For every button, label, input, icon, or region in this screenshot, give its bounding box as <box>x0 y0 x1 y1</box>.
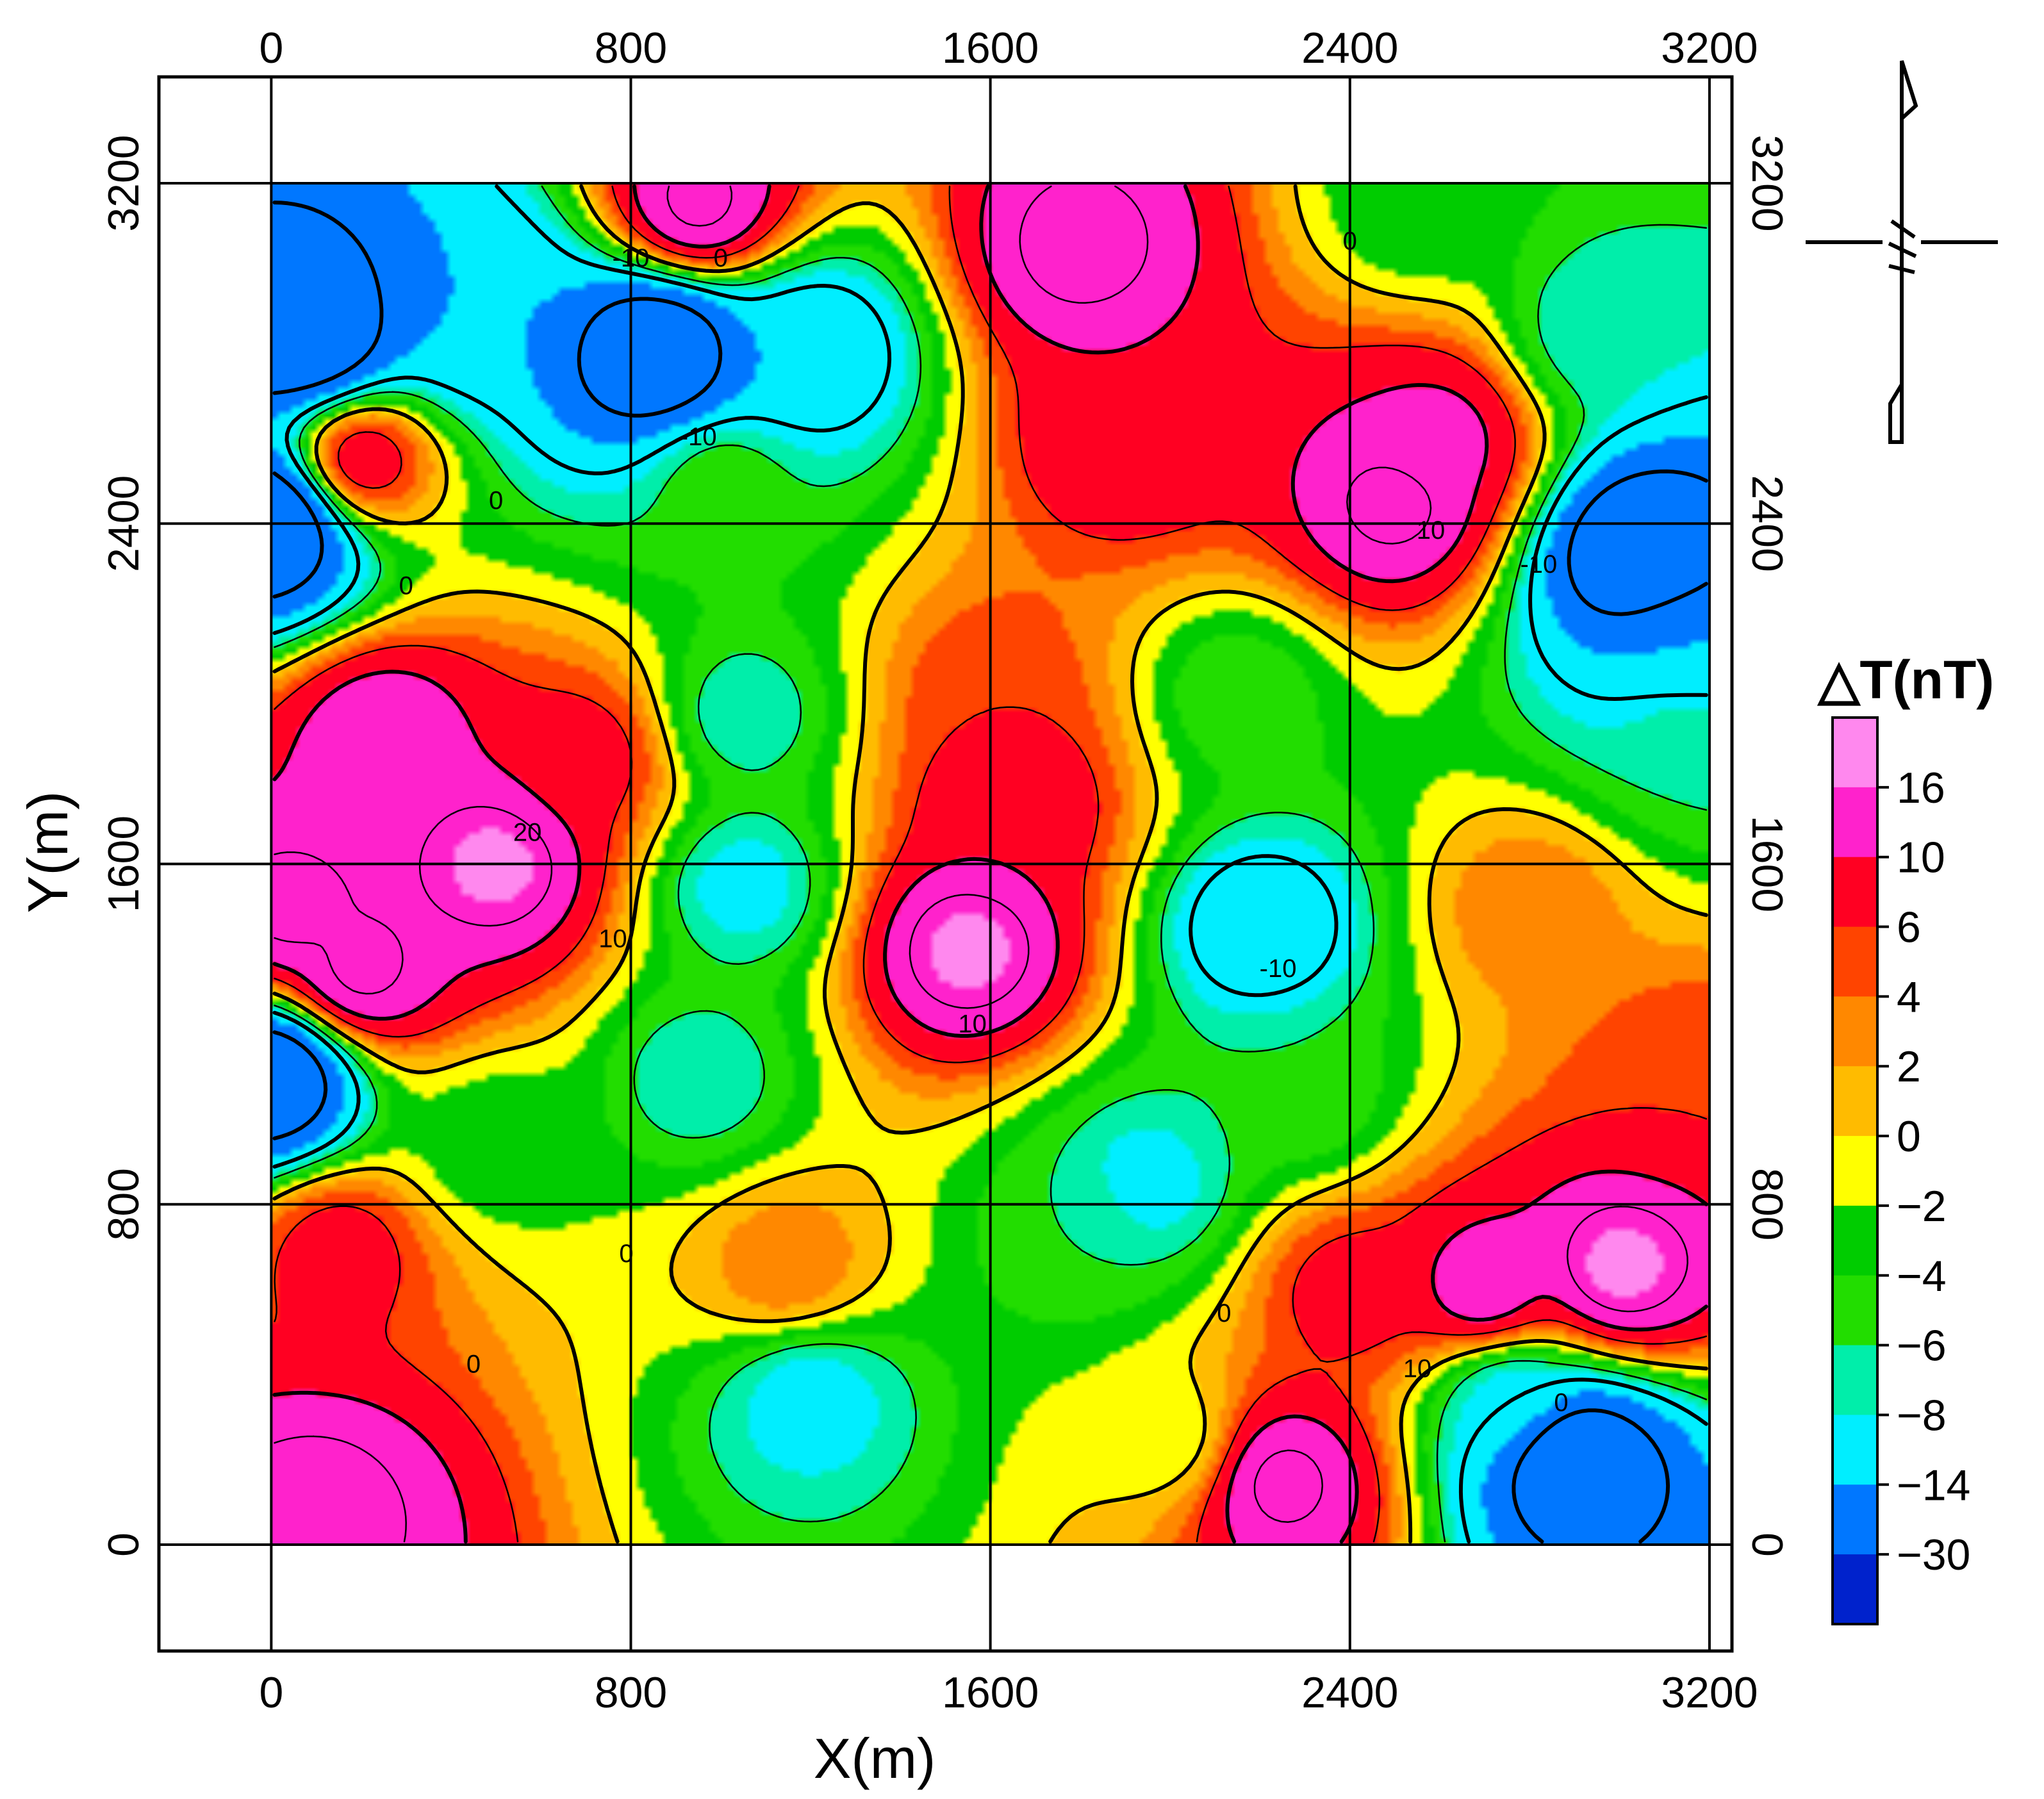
legend-swatch <box>1833 1066 1877 1137</box>
contour-label: -10 <box>613 244 650 272</box>
legend-label: 0 <box>1897 1112 1921 1161</box>
legend-label: 4 <box>1897 973 1921 1021</box>
y-tick-label-right: 0 <box>1743 1532 1792 1557</box>
contour-line <box>272 184 1708 1544</box>
y-tick-label-left: 800 <box>99 1168 148 1240</box>
plot-frame <box>157 75 1734 1653</box>
legend-swatch <box>1833 1275 1877 1346</box>
contour-line <box>274 185 1708 1543</box>
x-tick-label-top: 3200 <box>1661 24 1758 72</box>
x-tick-label-bottom: 2400 <box>1301 1668 1398 1717</box>
contour-labels: -10 -10 0 0 0 0 10 -10 20 10 10 -10 0 0 0 10 0 <box>399 227 1569 1417</box>
contour-label: 0 <box>619 1240 633 1268</box>
x-tick-label-bottom: 1600 <box>942 1668 1039 1717</box>
y-tick-label-left: 3200 <box>99 135 148 231</box>
contour-label: 10 <box>1417 516 1446 545</box>
contour-label: 0 <box>1554 1388 1568 1417</box>
legend-label: −30 <box>1897 1531 1970 1579</box>
x-tick-label-top: 800 <box>595 24 667 72</box>
grid-lines <box>159 77 1732 1651</box>
north-arrow-icon <box>1806 60 1998 444</box>
contour-label: 10 <box>958 1010 987 1038</box>
legend-labels: 16 10 6 4 2 0 −2 −4 −6 −8 −14 −30 <box>1877 764 1970 1579</box>
y-tick-label-left: 0 <box>99 1532 148 1557</box>
contour-label: 0 <box>714 244 728 272</box>
legend-label: −8 <box>1897 1391 1947 1440</box>
contour-line <box>272 184 1708 1544</box>
legend-title: △T(nT) <box>1817 650 1994 710</box>
x-tick-label-bottom: 3200 <box>1661 1668 1758 1717</box>
legend-label: −2 <box>1897 1182 1947 1231</box>
color-legend: △T(nT) 16 10 6 4 2 0 −2 −4 −6 −8 −14 −30 <box>1817 650 1994 1625</box>
legend-label: −14 <box>1897 1461 1970 1509</box>
legend-swatch <box>1833 926 1877 997</box>
contour-label: 0 <box>1343 227 1357 256</box>
contour-label: -10 <box>1260 955 1297 983</box>
legend-swatch <box>1833 718 1877 788</box>
contour-label: 0 <box>1217 1299 1231 1327</box>
legend-label: 6 <box>1897 903 1921 952</box>
y-tick-label-right: 2400 <box>1743 475 1792 572</box>
x-tick-label-bottom: 0 <box>259 1668 283 1717</box>
legend-swatch <box>1833 1554 1877 1625</box>
legend-swatch <box>1833 1136 1877 1206</box>
x-tick-label-bottom: 800 <box>595 1668 667 1717</box>
x-tick-label-top: 1600 <box>942 24 1039 72</box>
contour-lines <box>272 184 1708 1544</box>
legend-swatch <box>1833 787 1877 858</box>
contour-label: -10 <box>680 423 717 451</box>
legend-swatch <box>1833 1205 1877 1276</box>
axis-ticks: 0 0 800 800 1600 1600 2400 2400 3200 3200 0 0 800 800… <box>99 24 1792 1717</box>
contour-label: 0 <box>466 1351 481 1379</box>
x-axis-title: X(m) <box>814 1727 936 1790</box>
legend-label: 16 <box>1897 764 1945 812</box>
y-axis-title: Y(m) <box>16 791 79 914</box>
contour-label: 0 <box>399 571 413 600</box>
legend-label: −4 <box>1897 1252 1947 1301</box>
legend-label: −6 <box>1897 1322 1947 1370</box>
legend-frame <box>1831 716 1879 1625</box>
legend-swatch <box>1833 1484 1877 1555</box>
legend-label: 2 <box>1897 1042 1921 1091</box>
y-tick-label-right: 1600 <box>1743 816 1792 912</box>
legend-swatch <box>1833 1345 1877 1415</box>
x-tick-label-top: 0 <box>259 24 283 72</box>
legend-color-bar <box>1831 716 1879 1625</box>
y-tick-label-left: 2400 <box>99 475 148 572</box>
contour-label: -10 <box>1520 550 1557 579</box>
contour-label: 0 <box>489 487 503 515</box>
legend-label: 10 <box>1897 834 1945 882</box>
legend-swatch <box>1833 857 1877 928</box>
y-tick-label-left: 1600 <box>99 816 148 912</box>
legend-swatch <box>1833 996 1877 1067</box>
contour-label: 10 <box>598 925 627 953</box>
contour-line <box>272 201 1708 1544</box>
y-tick-label-right: 800 <box>1743 1168 1792 1240</box>
contour-label: 10 <box>1403 1354 1432 1383</box>
y-tick-label-right: 3200 <box>1743 135 1792 231</box>
legend-swatch <box>1833 1415 1877 1485</box>
x-tick-label-top: 2400 <box>1301 24 1398 72</box>
contour-line <box>272 184 1708 1544</box>
contour-line <box>274 185 1708 1543</box>
contour-label: 20 <box>513 819 542 847</box>
